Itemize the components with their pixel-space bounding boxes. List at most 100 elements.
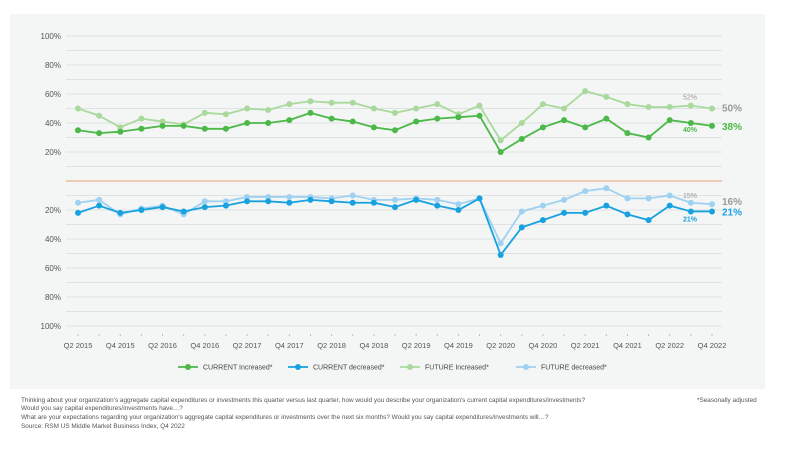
legend-label: CURRENT decreased* (313, 365, 385, 372)
y-tick-label-lower: 100% (41, 322, 61, 331)
data-point (222, 198, 229, 205)
data-point (201, 125, 208, 132)
data-point (709, 208, 715, 215)
data-point (476, 102, 483, 109)
data-point (180, 208, 187, 215)
data-point (201, 204, 208, 211)
data-point (539, 217, 546, 224)
data-point (434, 196, 441, 203)
x-tick-label: Q2 2017 (233, 341, 262, 350)
data-point (307, 196, 314, 203)
data-point (666, 192, 673, 199)
legend-label: CURRENT Increased* (203, 365, 273, 372)
data-point (539, 202, 546, 209)
prev-label-future-increased: 52% (683, 95, 697, 102)
x-tick-label: Q2 2016 (148, 341, 177, 350)
x-tick-label: Q2 2022 (655, 341, 684, 350)
data-point (307, 98, 314, 105)
data-point (96, 196, 103, 203)
data-point (159, 122, 166, 129)
data-point (687, 208, 694, 215)
data-point (413, 196, 420, 203)
y-tick-label-lower: 40% (45, 235, 61, 244)
data-point (434, 202, 441, 209)
data-point (666, 202, 673, 209)
data-point (75, 105, 81, 112)
data-point (497, 240, 504, 247)
data-point (265, 193, 272, 200)
data-point (645, 217, 652, 224)
data-point (244, 120, 251, 126)
data-point (561, 196, 568, 203)
data-point (434, 101, 441, 108)
prev-label-current-decreased: 21% (683, 216, 698, 223)
data-point (582, 88, 589, 95)
data-point (645, 104, 652, 111)
x-tick-label: Q2 2019 (402, 341, 431, 350)
data-point (392, 204, 398, 211)
data-point (413, 118, 420, 125)
data-point (539, 124, 546, 131)
data-point (666, 117, 673, 124)
data-point (624, 101, 631, 108)
data-point (666, 104, 673, 111)
end-label-future-decreased: 16% (722, 197, 742, 208)
data-point (603, 115, 610, 122)
data-point (286, 117, 293, 124)
seasonally-adjusted-note: *Seasonally adjusted (697, 397, 757, 404)
data-point (561, 209, 568, 216)
footnote-q1: Thinking about your organization's aggre… (21, 397, 586, 404)
data-point (455, 201, 462, 208)
end-label-current-decreased: 21% (722, 207, 742, 218)
y-tick-label-upper: 20% (45, 148, 61, 157)
data-point (687, 102, 694, 109)
legend-label: FUTURE decreased* (541, 365, 607, 372)
footnotes: Thinking about your organization's aggre… (21, 397, 771, 432)
data-point (265, 120, 272, 126)
series-line (77, 187, 713, 246)
x-tick-label: Q4 2020 (529, 341, 558, 350)
data-point (687, 120, 694, 126)
footnote-q1b: Would you say capital expenditures/inves… (21, 405, 183, 412)
x-tick-label: Q4 2016 (190, 341, 219, 350)
data-point (582, 209, 589, 216)
x-tick-label: Q4 2021 (613, 341, 642, 350)
data-point (180, 122, 187, 129)
data-point (138, 115, 145, 122)
data-point (476, 112, 483, 119)
y-tick-label-lower: 60% (45, 264, 61, 273)
end-label-current-increased: 38% (722, 122, 742, 133)
legend-marker (523, 364, 529, 370)
x-tick-label: Q4 2015 (106, 341, 135, 350)
footnote-q2: What are your expectations regarding you… (21, 414, 549, 421)
data-point (709, 201, 715, 208)
legend-marker (407, 364, 413, 370)
x-tick-label: Q4 2017 (275, 341, 304, 350)
data-point (518, 224, 525, 231)
y-tick-label-upper: 60% (45, 90, 61, 99)
data-point (370, 199, 377, 206)
x-tick-label: Q2 2015 (64, 341, 93, 350)
data-point (413, 105, 420, 112)
data-point (582, 124, 589, 131)
y-tick-label-lower: 80% (45, 293, 61, 302)
data-point (518, 120, 525, 126)
data-point (201, 109, 208, 116)
data-point (117, 209, 124, 216)
data-point (561, 105, 568, 112)
data-point (138, 207, 145, 213)
legend-label: FUTURE Increased* (425, 365, 489, 372)
data-point (159, 204, 166, 211)
data-point (75, 199, 81, 206)
legend-marker (295, 364, 301, 370)
data-point (518, 135, 525, 142)
legend-marker (185, 364, 191, 370)
data-point (392, 127, 398, 134)
data-point (96, 130, 103, 137)
data-point (603, 202, 610, 209)
data-point (222, 125, 229, 132)
y-tick-label-lower: 20% (45, 206, 61, 215)
data-point (328, 198, 335, 205)
data-point (244, 193, 251, 200)
